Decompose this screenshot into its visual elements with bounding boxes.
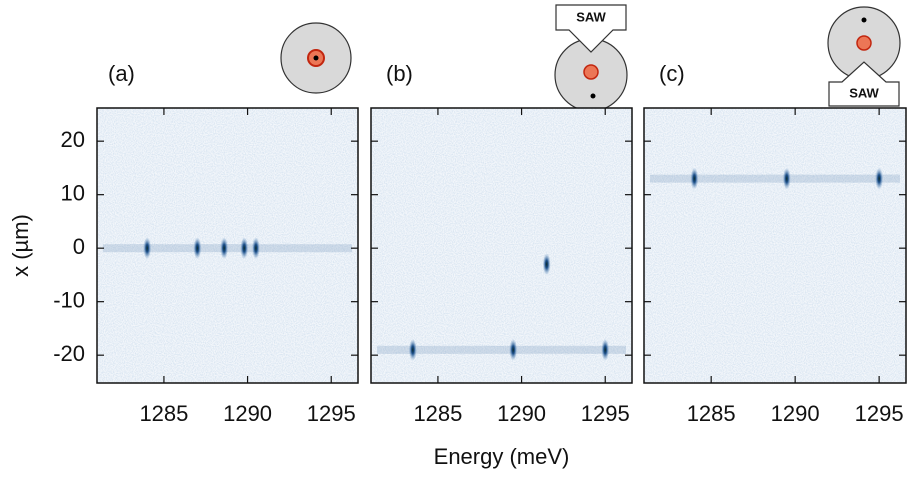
saw-label: SAW xyxy=(849,85,879,100)
x-tick-label: 1295 xyxy=(307,401,356,426)
plot-frame xyxy=(96,107,359,384)
emission-spot xyxy=(509,338,518,361)
emission-spot xyxy=(240,237,249,260)
emission-spot xyxy=(143,237,152,260)
emission-spot xyxy=(251,237,260,260)
emission-spot xyxy=(193,237,202,260)
icon-b xyxy=(554,4,628,112)
x-axis-label: Energy (meV) xyxy=(434,444,570,469)
emission-line xyxy=(650,174,900,183)
panel-label: (a) xyxy=(108,61,135,86)
icon-a xyxy=(280,22,352,94)
panel-label: (b) xyxy=(386,61,413,86)
emission-spot xyxy=(220,237,229,260)
y-tick-label: 10 xyxy=(61,180,85,205)
icon-c xyxy=(827,6,901,107)
emission-spot xyxy=(875,167,884,190)
emission-spot xyxy=(782,167,791,190)
y-tick-label: -10 xyxy=(53,287,85,312)
plot-frame xyxy=(370,107,633,384)
noise xyxy=(644,108,906,383)
y-tick-label: -20 xyxy=(53,341,85,366)
plot-frame xyxy=(643,107,907,384)
x-tick-label: 1285 xyxy=(413,401,462,426)
saw-label: SAW xyxy=(576,9,606,24)
x-tick-label: 1295 xyxy=(855,401,904,426)
y-axis-label: x (µm) xyxy=(8,214,33,277)
panel-label: (c) xyxy=(659,61,685,86)
x-tick-label: 1290 xyxy=(223,401,272,426)
x-tick-label: 1285 xyxy=(139,401,188,426)
emission-spot xyxy=(542,253,551,276)
x-tick-label: 1295 xyxy=(581,401,630,426)
x-tick-label: 1285 xyxy=(687,401,736,426)
noise xyxy=(371,108,632,383)
emission-spot xyxy=(408,338,417,361)
y-tick-label: 0 xyxy=(73,234,85,259)
emission-line xyxy=(377,345,626,354)
x-tick-label: 1290 xyxy=(771,401,820,426)
emission-spot xyxy=(690,167,699,190)
x-tick-label: 1290 xyxy=(497,401,546,426)
emission-spot xyxy=(601,338,610,361)
y-tick-label: 20 xyxy=(61,127,85,152)
